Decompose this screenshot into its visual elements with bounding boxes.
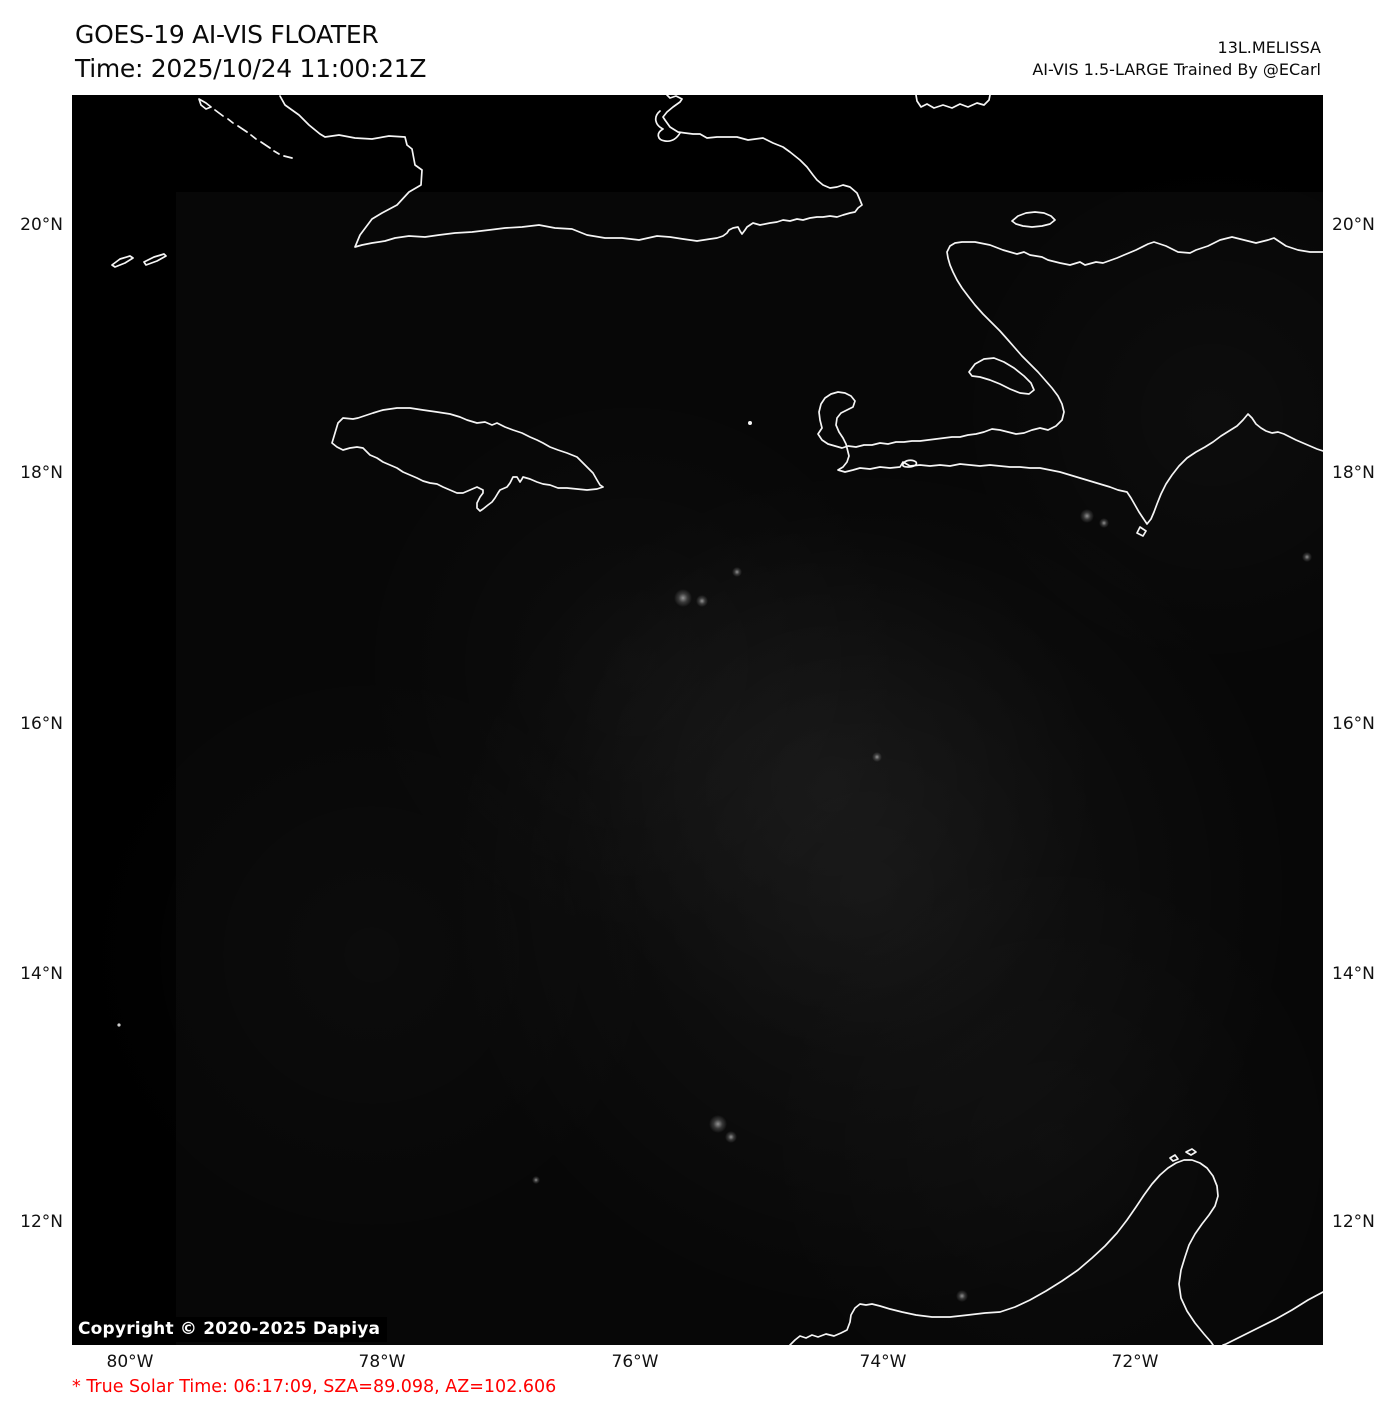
lon-label-76w: 76°W <box>611 1352 659 1372</box>
storm-id: 13L.MELISSA <box>1217 38 1321 57</box>
copyright-watermark: Copyright © 2020-2025 Dapiya <box>75 1317 388 1342</box>
lat-label-right-16n: 16°N <box>1332 714 1375 734</box>
gonave-island-coastline <box>968 357 1035 395</box>
satellite-image: Copyright © 2020-2025 Dapiya <box>72 95 1323 1345</box>
lon-label-78w: 78°W <box>358 1352 406 1372</box>
cloud-field <box>72 155 1323 1345</box>
lat-label-right-20n: 20°N <box>1332 215 1375 235</box>
model-credit: AI-VIS 1.5-LARGE Trained By @ECarl <box>1032 60 1321 79</box>
cuba-cays-chain <box>198 98 293 159</box>
lat-label-left-16n: 16°N <box>20 714 63 734</box>
lat-label-right-14n: 14°N <box>1332 964 1375 984</box>
satellite-map-svg <box>72 95 1323 1345</box>
guajira-peninsula-coastline <box>789 1159 1219 1345</box>
lat-label-left-20n: 20°N <box>20 215 63 235</box>
timestamp: Time: 2025/10/24 11:00:21Z <box>75 54 427 83</box>
cayman-islands-coastline <box>111 253 167 268</box>
lat-label-left-12n: 12°N <box>20 1212 63 1232</box>
lon-label-74w: 74°W <box>859 1352 907 1372</box>
lat-label-right-18n: 18°N <box>1332 463 1375 483</box>
lat-label-left-18n: 18°N <box>20 463 63 483</box>
great-inagua-coastline <box>915 95 991 109</box>
venezuela-coastline <box>1222 1291 1323 1345</box>
lat-label-right-12n: 12°N <box>1332 1212 1375 1232</box>
ile-a-vache-coastline <box>901 459 918 468</box>
header-credit-block: 13L.MELISSA AI-VIS 1.5-LARGE Trained By … <box>1032 37 1321 81</box>
cuba-coastline <box>279 95 863 248</box>
cuba-lagoon-coastline <box>654 110 681 142</box>
solar-time-note: * True Solar Time: 06:17:09, SZA=89.098,… <box>72 1377 557 1397</box>
page-title: GOES-19 AI-VIS FLOATER <box>75 20 379 49</box>
coastlines <box>111 95 1323 1345</box>
guajira-islets <box>1169 1148 1197 1162</box>
lon-label-80w: 80°W <box>106 1352 154 1372</box>
tortuga-island-coastline <box>1011 211 1056 228</box>
jamaica-coastline <box>331 407 604 512</box>
lat-label-left-14n: 14°N <box>20 964 63 984</box>
lon-label-72w: 72°W <box>1111 1352 1159 1372</box>
hispaniola-coastline <box>817 236 1323 525</box>
header-title-block: GOES-19 AI-VIS FLOATER Time: 2025/10/24 … <box>75 18 427 86</box>
navassa-island-dot <box>748 421 752 425</box>
bright-pixel-artifact <box>117 1023 121 1027</box>
beata-island-coastline <box>1136 526 1147 537</box>
